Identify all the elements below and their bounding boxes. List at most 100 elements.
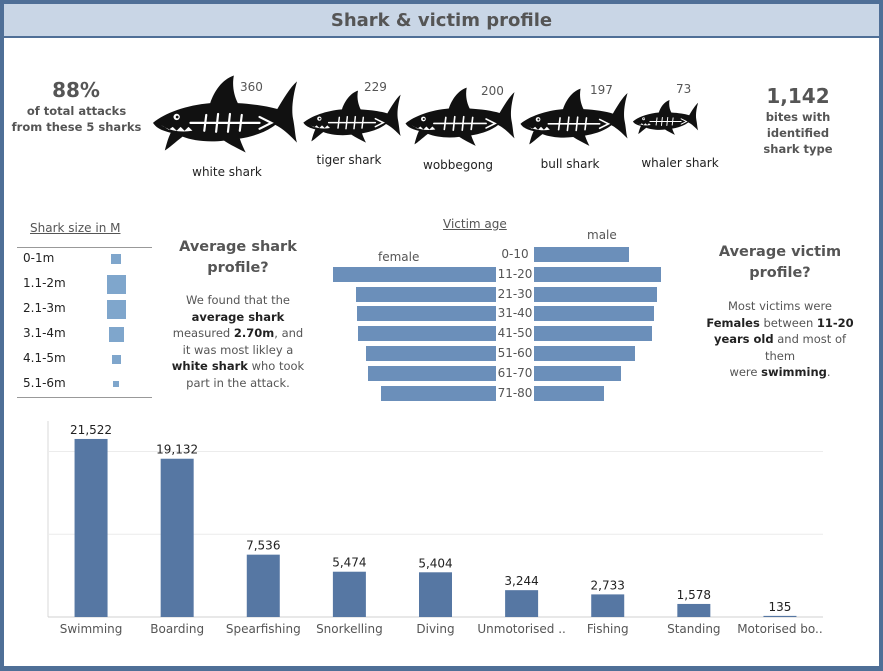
shark-size-top-rule [17,247,152,248]
victim-profile-line4-pre: were [729,365,762,379]
kpi-percent-caption: of total attacks from these 5 sharks [10,103,143,135]
shark-profile-line5-post: who took [247,359,305,373]
shark-profile-line3-post: , and [274,326,304,340]
age-group-label: 0-10 [501,247,529,261]
frame-top-border [0,0,883,4]
activity-category-label: Motorised bo.. [737,622,822,636]
shark-profile-title-line2: profile? [207,260,269,276]
activity-bar [246,554,280,617]
shark-size-label: 0-1m [23,251,55,265]
shark-profile-line1: We found that the [186,293,290,307]
kpi-bites-value: 1,142 [766,84,830,108]
activity-value-label: 5,404 [418,556,452,570]
shark-size-square [106,274,126,294]
activity-bar [419,572,452,617]
shark-profile-line4: it was most likley a [182,342,294,357]
age-group-label: 31-40 [497,306,533,321]
activity-category-label: Snorkelling [316,622,383,636]
shark-profile-text: We found that the average shark measured… [168,292,308,391]
victim-profile-line2-bold1: Females [706,315,760,330]
shark-size-label: 4.1-5m [23,351,66,365]
female-age-bar [366,346,496,361]
kpi-percent-caption-line1: of total attacks [26,104,127,118]
whaler-shark-icon [632,98,699,136]
victim-profile-title-line2: profile? [749,265,811,281]
male-age-bar [534,286,657,302]
shark-size-label: 3.1-4m [23,326,66,340]
female-age-bar [333,266,496,282]
victim-profile-line2-mid: between [759,315,817,330]
activity-bar [160,458,194,617]
age-group-label: 61-70 [497,365,533,380]
shark-profile-title-line1: Average shark [179,239,297,255]
frame-right-border [879,0,883,671]
activity-category-label: Spearfishing [226,622,301,636]
activity-category-label: Unmotorised .. [477,622,565,636]
shark-size-square [113,381,119,387]
shark-size-square [108,326,124,342]
frame-left-border [0,0,4,671]
tiger-shark-count: 229 [364,80,387,94]
whaler-shark-count: 73 [676,82,692,96]
shark-profile-line5-bold: white shark [171,359,248,373]
female-label: female [378,250,420,264]
activity-category-label: Diving [416,622,454,636]
wobbegong-count: 200 [481,84,504,98]
age-group-label: 51-60 [497,346,533,360]
shark-profile-line6: part in the attack. [186,375,290,390]
male-age-bar [534,266,661,282]
activity-bar [763,615,797,617]
activity-category-label: Fishing [587,622,629,636]
shark-size-label: 5.1-6m [23,376,66,390]
female-age-bar [368,365,496,381]
kpi-bites-caption-line1: bites with identified [765,110,831,140]
female-age-bar [356,286,496,302]
activity-bar-chart: 21,522 Swimming 19,132 Boarding 7,536 Spearfi… [47,421,823,636]
female-age-bar [358,326,496,342]
bull-shark-count: 197 [590,83,613,97]
activity-value-label: 2,733 [591,578,625,592]
activity-category-label: Standing [667,622,720,636]
victim-profile-text: Most victims were Females between 11-20 … [700,298,860,381]
male-age-bar [534,385,604,401]
dashboard-header: Shark & victim profile [4,4,879,38]
activity-bar [74,438,108,617]
shark-size-square [111,354,121,364]
female-age-bar [357,306,496,322]
victim-profile-line4-bold: swimming [761,365,827,379]
victim-profile-line1: Most victims were [727,299,833,313]
shark-size-title: Shark size in M [30,221,121,235]
kpi-bites-caption: bites with identified shark type [735,109,861,157]
male-age-bar [534,346,635,361]
white-shark-icon [151,72,299,154]
tiger-shark-label: tiger shark [316,153,382,167]
activity-value-label: 19,132 [156,443,198,457]
activity-value-label: 135 [768,600,791,614]
activity-value-label: 21,522 [70,423,112,437]
activity-bar [677,603,711,617]
male-age-bar [534,326,652,342]
white-shark-count: 360 [240,80,263,94]
activity-bar [591,594,625,617]
victim-profile-line3-post: and most of them [764,332,847,363]
activity-value-label: 3,244 [504,574,538,588]
age-group-label: 11-20 [497,266,533,281]
wobbegong-label: wobbegong [423,158,493,172]
activity-bar [332,571,366,617]
kpi-percent-value: 88% [52,78,100,102]
victim-profile-line4-post: . [826,365,831,379]
male-label: male [587,228,617,242]
whaler-shark-label: whaler shark [641,156,719,170]
male-age-bar [534,247,629,262]
activity-bar [505,590,539,617]
victim-profile-line3-bold: years old [713,332,774,346]
activity-value-label: 7,536 [246,539,280,553]
tiger-shark-icon [302,88,402,144]
shark-profile-title: Average shark profile? [168,237,308,279]
kpi-bites-caption-line2: shark type [763,142,833,156]
shark-size-square [106,299,126,319]
victim-profile-line2-bold2: 11-20 [816,315,854,330]
kpi-percent-caption-line2: from these 5 sharks [11,120,142,134]
shark-profile-line2: average shark [191,309,285,324]
victim-age-title: Victim age [443,217,507,231]
